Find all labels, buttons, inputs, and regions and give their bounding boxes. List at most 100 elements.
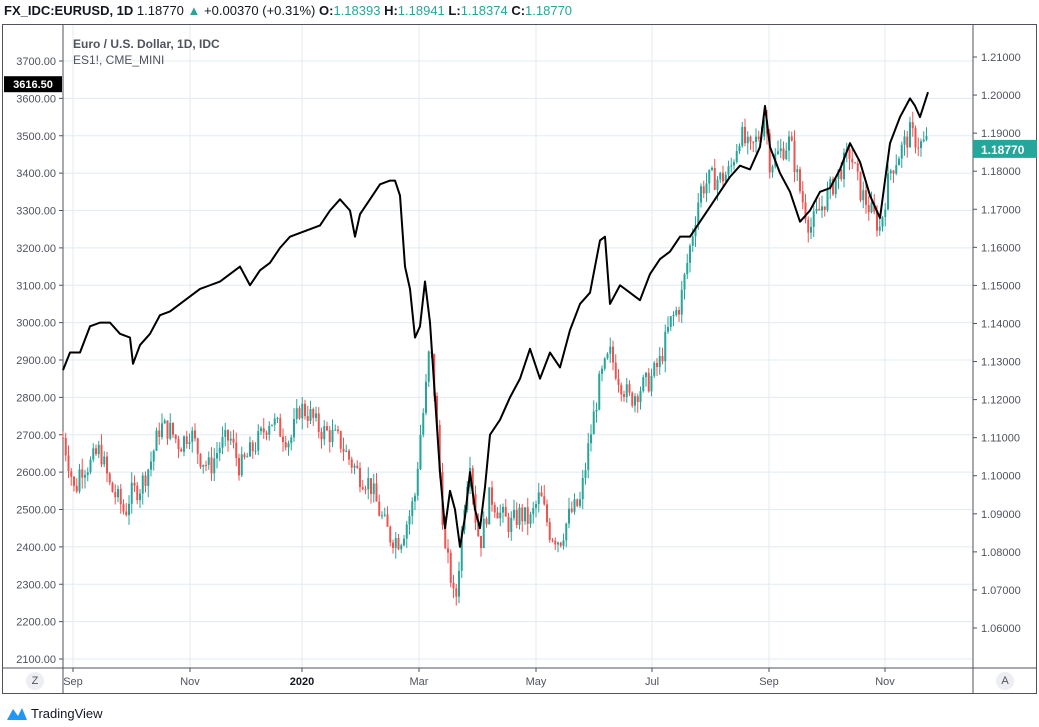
candle-body [609,346,612,354]
high-value: 1.18941 [397,3,445,18]
right-axis-label: 1.10000 [981,471,1021,483]
last-price: 1.18770 [136,3,184,18]
candle-body [144,475,147,486]
candle-body [716,179,719,190]
candle-body [229,438,232,441]
candle-body [403,538,405,546]
candle-body [290,437,293,444]
candle-body [914,128,917,148]
left-axis-label: 2200.00 [16,617,56,629]
candle-body [394,538,397,548]
candle-body [84,474,86,478]
candle-body [878,226,881,231]
candle-body [271,424,273,426]
candle-body [436,395,438,425]
candle-body [920,141,922,148]
left-axis-label: 3300.00 [16,206,56,218]
close-value: 1.18770 [525,3,573,18]
candle-body [672,314,675,317]
candle-body [832,179,834,195]
candle-body [702,186,705,194]
candle-body [114,492,117,498]
candle-body [356,465,359,468]
candle-body [262,428,265,433]
candle-body [540,492,543,497]
candle-body [658,355,661,368]
candle-body [603,358,606,369]
symbol-name: FX_IDC:EURUSD, 1D [4,3,134,18]
candle-body [757,136,760,139]
candle-body [235,442,238,458]
candle-body [499,512,502,519]
zoom-reset-button[interactable]: Z [26,672,44,690]
candle-body [537,492,540,505]
candle-body [386,514,389,527]
candle-body [738,145,741,152]
candle-body [595,409,598,412]
left-axis-label: 2900.00 [16,355,56,367]
candle-body [799,169,801,192]
candle-body [906,136,909,148]
candle-body [416,468,419,496]
candle-body [713,167,716,190]
candle-body [177,439,180,450]
candle-body [95,448,97,455]
candle-body [524,507,526,522]
time-axis-label: Sep [759,676,779,688]
candle-body [218,447,221,454]
candle-body [639,391,642,403]
left-axis-label: 3500.00 [16,131,56,143]
candle-body [405,524,408,539]
candle-body [419,434,422,469]
candle-body [64,437,67,456]
auto-scale-button[interactable]: A [996,672,1014,690]
candle-body [804,202,807,220]
candle-body [427,351,430,382]
candle-body [694,225,697,237]
candle-body [771,166,774,173]
candle-body [678,309,680,315]
candle-body [62,437,64,439]
candle-body [859,171,862,201]
candle-body [796,169,799,173]
chart-legend: Euro / U.S. Dollar, 1D, IDC ES1!, CME_MI… [73,36,220,68]
candle-body [661,355,664,362]
time-axis-label: Sep [63,676,83,688]
candle-body [452,582,455,589]
candle-body [741,126,744,146]
candle-body [111,482,114,493]
candle-body [496,512,499,519]
candle-body [793,140,796,173]
candle-body [557,542,559,545]
candle-body [174,434,177,440]
candle-body [884,209,887,218]
candle-body [628,384,631,393]
candle-body [345,450,348,452]
candle-body [210,457,213,474]
candle-body [917,147,920,149]
candle-body [862,190,865,201]
candle-body [309,408,312,421]
candle-body [510,517,513,532]
candle-body [752,141,755,143]
candle-body [67,455,70,472]
candle-body [851,158,854,163]
candle-body [515,509,518,525]
right-axis-label: 1.21000 [981,52,1021,64]
candle-body [460,529,463,571]
candle-body [141,475,144,494]
candle-body [801,191,804,203]
candle-body [348,450,350,460]
candle-body [191,430,194,443]
candle-body [350,459,353,468]
candle-body [152,450,155,462]
candle-body [876,211,878,231]
chart-frame[interactable] [2,24,1037,694]
candle-body [224,430,227,437]
candle-body [400,545,403,550]
candle-body [119,488,122,505]
candle-body [548,522,551,540]
tradingview-brand[interactable]: TradingView [6,705,103,721]
candle-body [837,169,840,180]
